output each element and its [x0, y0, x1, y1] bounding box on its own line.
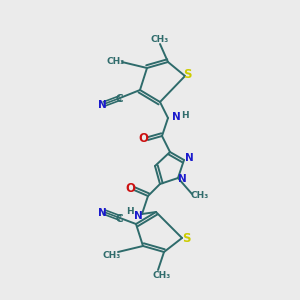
Text: O: O: [138, 133, 148, 146]
Text: H: H: [181, 110, 189, 119]
Text: CH₃: CH₃: [107, 56, 125, 65]
Text: N: N: [178, 174, 186, 184]
Text: N: N: [172, 112, 180, 122]
Text: N: N: [98, 100, 106, 110]
Text: CH₃: CH₃: [103, 251, 121, 260]
Text: CH₃: CH₃: [191, 190, 209, 200]
Text: N: N: [184, 153, 194, 163]
Text: S: S: [182, 232, 190, 244]
Text: S: S: [183, 68, 191, 82]
Text: C: C: [115, 214, 123, 224]
Text: O: O: [125, 182, 135, 196]
Text: H: H: [126, 208, 134, 217]
Text: N: N: [98, 208, 106, 218]
Text: C: C: [115, 94, 123, 104]
Text: N: N: [134, 211, 142, 221]
Text: CH₃: CH₃: [153, 271, 171, 280]
Text: CH₃: CH₃: [151, 34, 169, 43]
